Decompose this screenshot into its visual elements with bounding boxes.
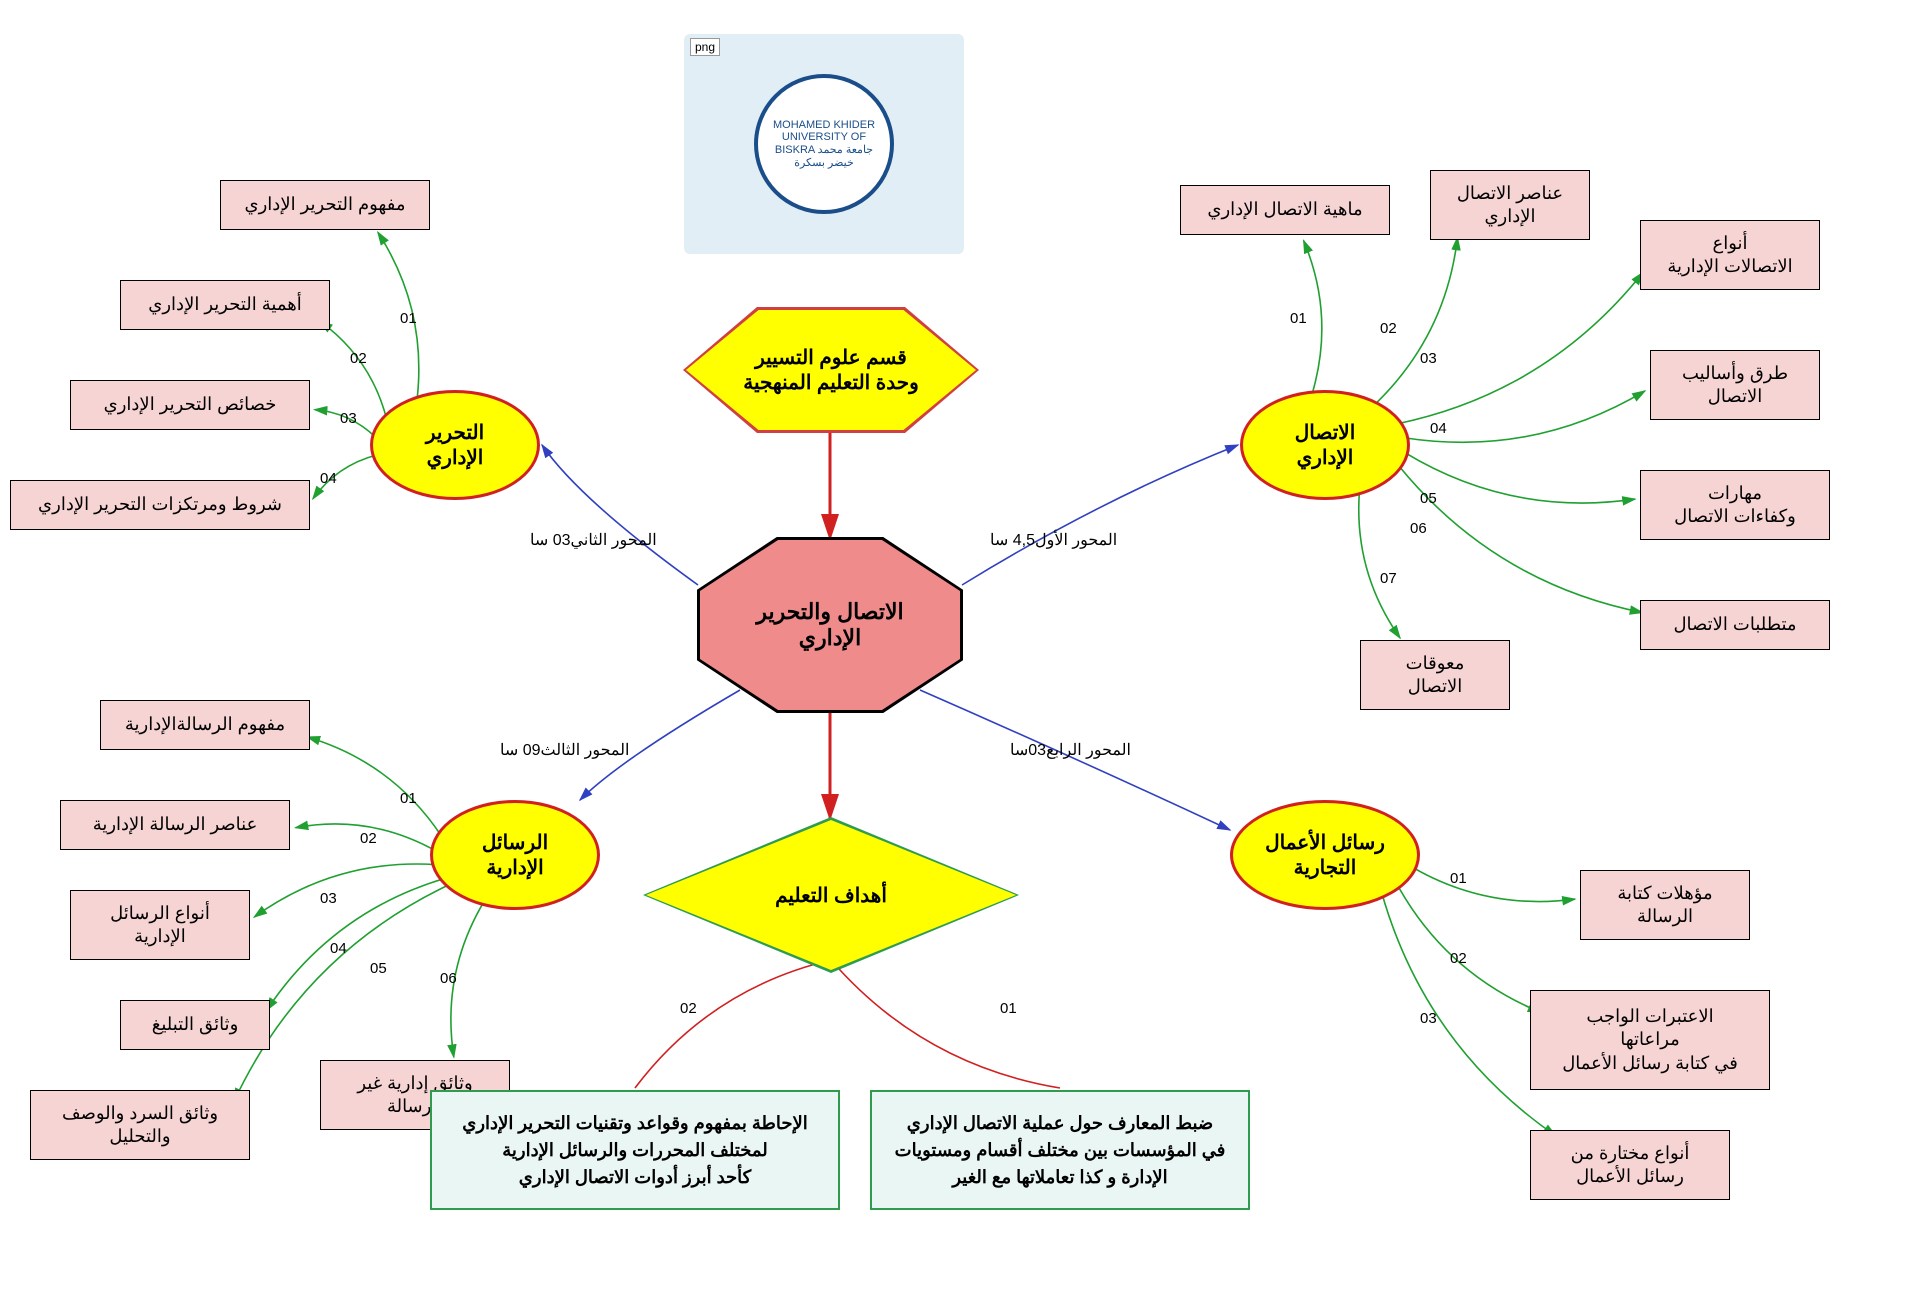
png-tag: png <box>690 38 720 56</box>
goal-num: 02 <box>680 1000 697 1017</box>
leaf-num: 03 <box>1420 350 1437 367</box>
leaf-num: 06 <box>1410 520 1427 537</box>
leaf: وثائق السرد والوصف والتحليل <box>30 1090 250 1160</box>
edge-label-a3: المحور الثالث09 سا <box>500 740 629 760</box>
node-الرسائل الإد: الرسائل الإدارية <box>430 800 600 910</box>
edge-label-a4: المحور الرابع03سا <box>1010 740 1131 760</box>
leaf-num: 04 <box>1430 420 1447 437</box>
leaf-num: 01 <box>400 310 417 327</box>
leaf: مفهوم التحرير الإداري <box>220 180 430 230</box>
node-قسم علوم الت: قسم علوم التسيير وحدة التعليم المنهجية <box>686 310 976 430</box>
node-الاتصال الإد: الاتصال الإداري <box>1240 390 1410 500</box>
leaf-num: 06 <box>440 970 457 987</box>
leaf: معوقات الاتصال <box>1360 640 1510 710</box>
leaf: خصائص التحرير الإداري <box>70 380 310 430</box>
leaf: عناصر الرسالة الإدارية <box>60 800 290 850</box>
leaf-num: 04 <box>320 470 337 487</box>
leaf-num: 05 <box>370 960 387 977</box>
leaf: مهارات وكفاءات الاتصال <box>1640 470 1830 540</box>
leaf: متطلبات الاتصال <box>1640 600 1830 650</box>
leaf: الاعتبرات الواجب مراعاتها في كتابة رسائل… <box>1530 990 1770 1090</box>
logo-text: MOHAMED KHIDER UNIVERSITY OF BISKRA جامع… <box>764 119 884 169</box>
goal-num: 01 <box>1000 1000 1017 1017</box>
leaf-num: 01 <box>400 790 417 807</box>
node-الاتصال والت: الاتصال والتحرير الإداري <box>700 540 960 710</box>
leaf: وثائق التبليغ <box>120 1000 270 1050</box>
leaf: أهمية التحرير الإداري <box>120 280 330 330</box>
leaf: ماهية الاتصال الإداري <box>1180 185 1390 235</box>
leaf-num: 02 <box>360 830 377 847</box>
leaf-num: 01 <box>1450 870 1467 887</box>
leaf: عناصر الاتصال الإداري <box>1430 170 1590 240</box>
leaf-num: 05 <box>1420 490 1437 507</box>
leaf-num: 02 <box>1450 950 1467 967</box>
leaf-num: 01 <box>1290 310 1307 327</box>
leaf: أنواع مختارة من رسائل الأعمال <box>1530 1130 1730 1200</box>
leaf: أنواع الرسائل الإدارية <box>70 890 250 960</box>
university-logo: MOHAMED KHIDER UNIVERSITY OF BISKRA جامع… <box>754 74 894 214</box>
goal-box: ضبط المعارف حول عملية الاتصال الإداري في… <box>870 1090 1250 1210</box>
edge-label-a1: المحور الأول4,5 سا <box>990 530 1117 550</box>
node-رسائل الأعما: رسائل الأعمال التجارية <box>1230 800 1420 910</box>
leaf-num: 02 <box>1380 320 1397 337</box>
node-التحرير الإد: التحرير الإداري <box>370 390 540 500</box>
leaf: مفهوم الرسالةالإدارية <box>100 700 310 750</box>
leaf-num: 07 <box>1380 570 1397 587</box>
leaf-num: 03 <box>1420 1010 1437 1027</box>
leaf: أنواع الاتصالات الإدارية <box>1640 220 1820 290</box>
logo-box: png MOHAMED KHIDER UNIVERSITY OF BISKRA … <box>684 34 964 254</box>
leaf-num: 04 <box>330 940 347 957</box>
leaf-num: 03 <box>320 890 337 907</box>
leaf: مؤهلات كتابة الرسالة <box>1580 870 1750 940</box>
edge-label-a2: المحور الثاني03 سا <box>530 530 657 550</box>
leaf: طرق وأساليب الاتصال <box>1650 350 1820 420</box>
leaf-num: 02 <box>350 350 367 367</box>
goal-box: الإحاطة بمفهوم وقواعد وتقنيات التحرير ال… <box>430 1090 840 1210</box>
leaf-num: 03 <box>340 410 357 427</box>
node-أهداف التعلي: أهداف التعليم <box>646 820 1016 970</box>
leaf: شروط ومرتكزات التحرير الإداري <box>10 480 310 530</box>
